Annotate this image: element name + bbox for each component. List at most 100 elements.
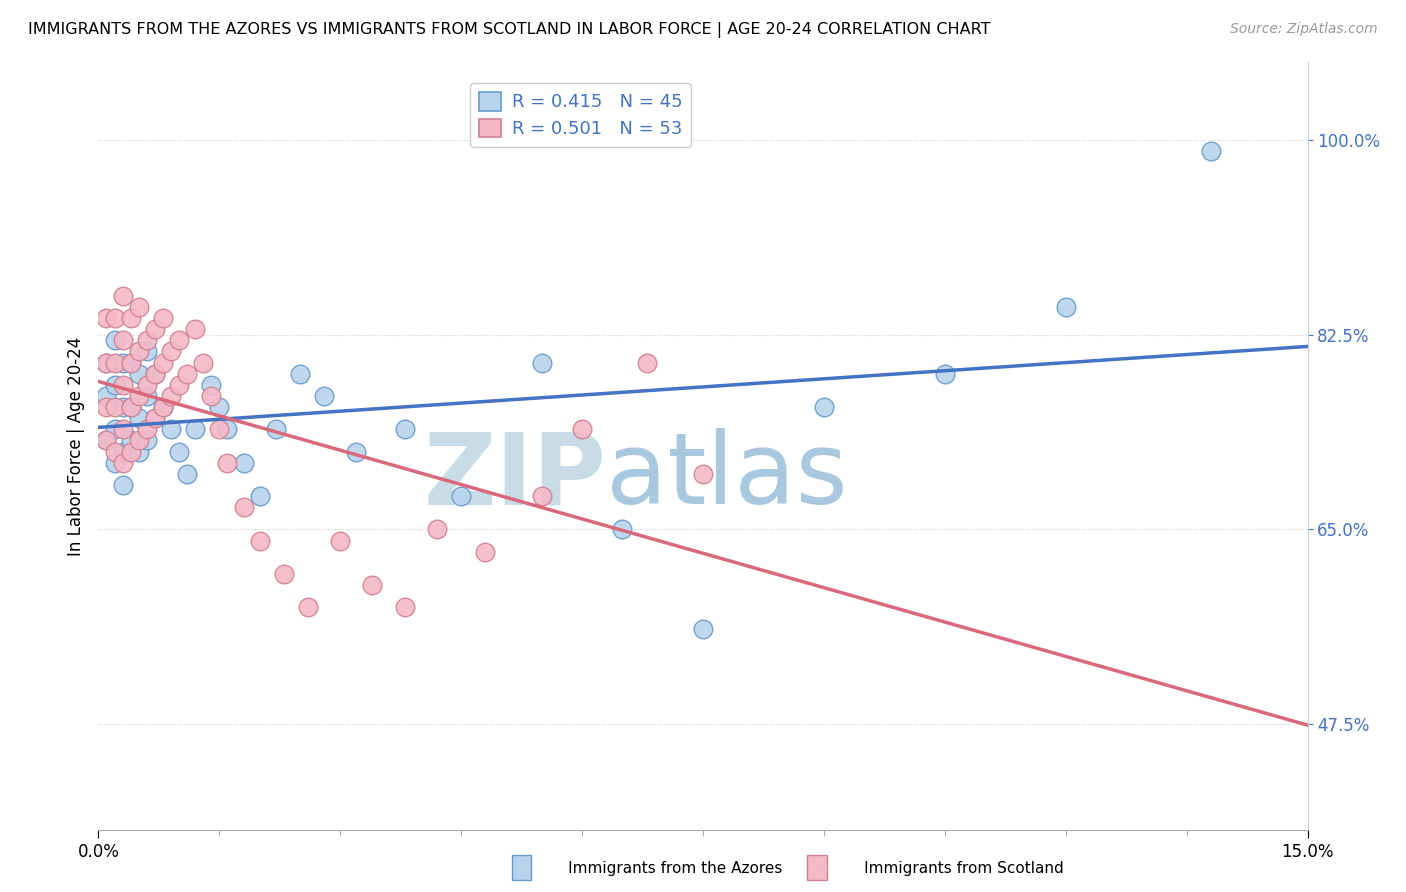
Point — [530, 356, 553, 370]
Point — [264, 422, 287, 436]
Point — [232, 500, 254, 515]
Point — [193, 356, 215, 370]
Point — [208, 400, 231, 414]
Point — [152, 400, 174, 414]
Point — [152, 311, 174, 326]
Point — [361, 578, 384, 592]
Y-axis label: In Labor Force | Age 20-24: In Labor Force | Age 20-24 — [66, 336, 84, 556]
Point — [111, 289, 134, 303]
Point — [143, 367, 166, 381]
Point — [143, 411, 166, 425]
Point — [200, 377, 222, 392]
Point — [176, 467, 198, 481]
Point — [232, 456, 254, 470]
Point — [96, 434, 118, 448]
Point — [394, 422, 416, 436]
Point — [120, 311, 142, 326]
Point — [143, 367, 166, 381]
Point — [1054, 300, 1077, 314]
Point — [96, 356, 118, 370]
Point — [571, 422, 593, 436]
Point — [288, 367, 311, 381]
Point — [135, 334, 157, 348]
Point — [111, 456, 134, 470]
Point — [111, 444, 134, 458]
Point — [128, 389, 150, 403]
Point — [217, 456, 239, 470]
Point — [813, 400, 835, 414]
Point — [135, 389, 157, 403]
Point — [344, 444, 367, 458]
Point — [249, 489, 271, 503]
Point — [426, 522, 449, 536]
Point — [103, 444, 125, 458]
Point — [184, 322, 207, 336]
Point — [314, 389, 336, 403]
FancyBboxPatch shape — [512, 855, 531, 880]
Point — [103, 377, 125, 392]
Point — [167, 377, 190, 392]
Point — [111, 478, 134, 492]
Point — [135, 422, 157, 436]
Point — [103, 400, 125, 414]
Point — [612, 522, 634, 536]
Point — [96, 400, 118, 414]
Point — [160, 389, 183, 403]
Point — [135, 377, 157, 392]
Point — [160, 422, 183, 436]
Point — [111, 422, 134, 436]
Point — [120, 400, 142, 414]
Point — [96, 311, 118, 326]
Legend: R = 0.415   N = 45, R = 0.501   N = 53: R = 0.415 N = 45, R = 0.501 N = 53 — [470, 83, 692, 147]
Point — [249, 533, 271, 548]
Point — [474, 544, 496, 558]
Point — [273, 566, 295, 581]
Point — [128, 434, 150, 448]
Point — [128, 344, 150, 359]
Point — [692, 623, 714, 637]
Point — [135, 344, 157, 359]
Point — [103, 456, 125, 470]
Point — [184, 422, 207, 436]
Point — [120, 444, 142, 458]
Point — [297, 600, 319, 615]
Point — [111, 400, 134, 414]
Point — [103, 356, 125, 370]
Point — [103, 334, 125, 348]
Point — [143, 322, 166, 336]
Point — [96, 434, 118, 448]
Point — [135, 434, 157, 448]
Point — [111, 377, 134, 392]
Text: Immigrants from the Azores: Immigrants from the Azores — [534, 861, 783, 876]
Point — [111, 334, 134, 348]
Point — [934, 367, 956, 381]
Point — [450, 489, 472, 503]
Point — [103, 311, 125, 326]
Point — [96, 356, 118, 370]
Point — [394, 600, 416, 615]
Point — [103, 422, 125, 436]
Point — [128, 444, 150, 458]
Text: IMMIGRANTS FROM THE AZORES VS IMMIGRANTS FROM SCOTLAND IN LABOR FORCE | AGE 20-2: IMMIGRANTS FROM THE AZORES VS IMMIGRANTS… — [28, 22, 991, 38]
Point — [217, 422, 239, 436]
Point — [176, 367, 198, 381]
Point — [167, 334, 190, 348]
Point — [96, 389, 118, 403]
Point — [120, 400, 142, 414]
Point — [152, 400, 174, 414]
Text: atlas: atlas — [606, 428, 848, 525]
Text: Immigrants from Scotland: Immigrants from Scotland — [830, 861, 1063, 876]
Point — [160, 344, 183, 359]
Point — [530, 489, 553, 503]
Point — [636, 356, 658, 370]
Point — [143, 411, 166, 425]
Point — [692, 467, 714, 481]
Point — [329, 533, 352, 548]
Point — [1199, 145, 1222, 159]
Point — [200, 389, 222, 403]
Point — [120, 434, 142, 448]
Point — [120, 356, 142, 370]
Point — [128, 367, 150, 381]
Point — [120, 356, 142, 370]
Point — [128, 300, 150, 314]
